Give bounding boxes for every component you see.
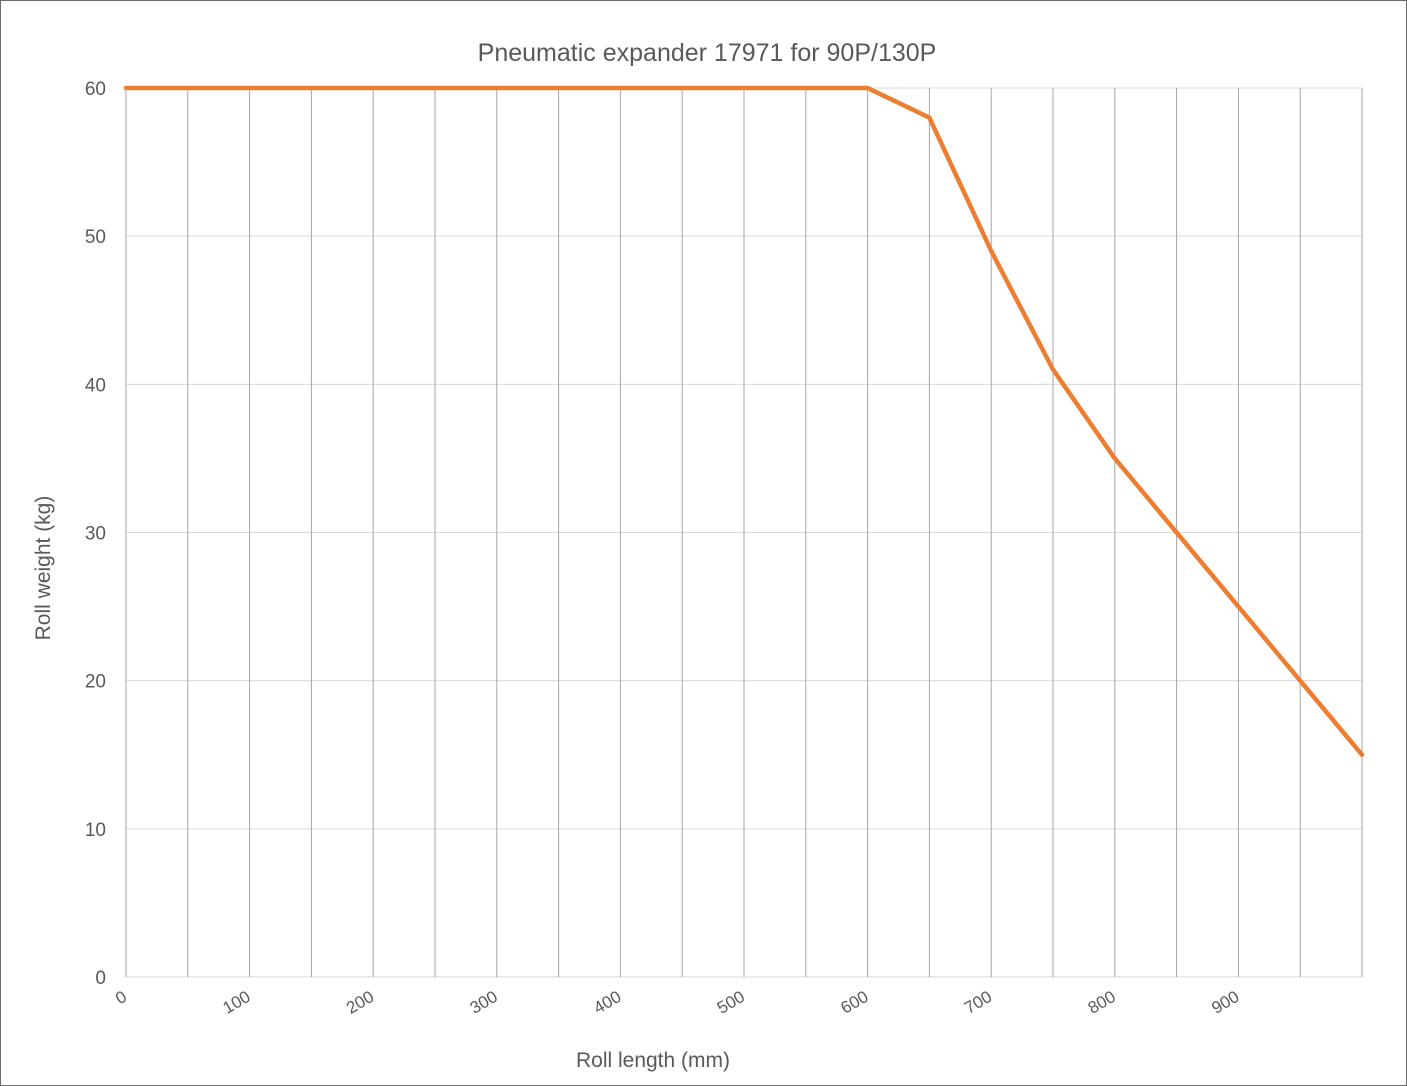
series-line-0 bbox=[123, 85, 1365, 757]
x-axis-tick-labels: 0 100 200 300 400 500 600 700 800 900 bbox=[112, 987, 1242, 1018]
y-tick-label-50: 50 bbox=[85, 227, 106, 248]
x-tick-label-400: 400 bbox=[590, 987, 624, 1018]
y-tick-label-30: 30 bbox=[85, 524, 106, 545]
y-tick-label-20: 20 bbox=[85, 672, 106, 693]
x-tick-label-0: 0 bbox=[112, 987, 130, 1008]
x-axis-label: Roll length (mm) bbox=[576, 1049, 730, 1072]
series-group bbox=[123, 85, 1365, 757]
x-tick-label-800: 800 bbox=[1085, 987, 1119, 1018]
x-tick-label-600: 600 bbox=[838, 987, 872, 1018]
x-tick-label-900: 900 bbox=[1208, 987, 1242, 1018]
x-tick-label-700: 700 bbox=[961, 987, 995, 1018]
x-tick-label-200: 200 bbox=[343, 987, 377, 1018]
y-tick-label-60: 60 bbox=[85, 79, 106, 100]
y-axis-label: Roll weight (kg) bbox=[32, 496, 55, 641]
grid-lines bbox=[125, 87, 1363, 978]
y-tick-label-10: 10 bbox=[85, 820, 106, 841]
y-tick-label-40: 40 bbox=[85, 375, 106, 396]
chart-title: Pneumatic expander 17971 for 90P/130P bbox=[478, 39, 937, 67]
x-tick-label-500: 500 bbox=[714, 987, 748, 1018]
x-tick-label-100: 100 bbox=[220, 987, 254, 1018]
y-tick-label-0: 0 bbox=[95, 968, 106, 989]
x-tick-label-300: 300 bbox=[467, 987, 501, 1018]
y-axis-tick-labels: 0 10 20 30 40 50 60 bbox=[85, 79, 106, 989]
